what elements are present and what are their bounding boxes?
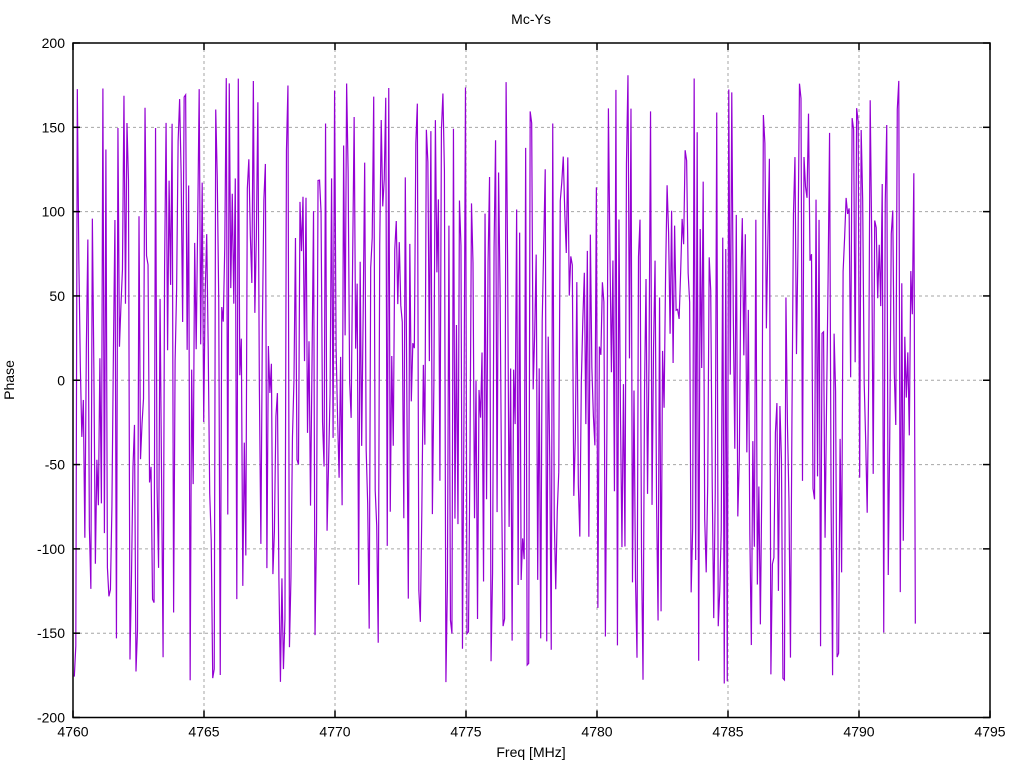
x-tick-label-4770: 4770 [319,724,350,740]
x-tick-label-4785: 4785 [712,724,743,740]
y-tick-label-200: 200 [42,35,66,51]
y-tick-label--200: -200 [37,710,65,726]
y-tick-label-0: 0 [57,372,65,388]
x-tick-label-4760: 4760 [57,724,88,740]
data-layer [73,75,916,684]
y-tick-label-50: 50 [49,288,65,304]
y-tick-label--150: -150 [37,625,65,641]
y-axis-label: Phase [1,360,17,400]
y-tick-label--100: -100 [37,541,65,557]
x-axis-label: Freq [MHz] [496,744,565,760]
x-tick-label-4780: 4780 [581,724,612,740]
y-tick-label--50: -50 [45,457,65,473]
x-tick-label-4765: 4765 [188,724,219,740]
y-tick-label-100: 100 [42,204,66,220]
chart-title: Mc-Ys [511,11,551,27]
x-tick-label-4795: 4795 [974,724,1005,740]
x-tick-label-4775: 4775 [450,724,481,740]
phase-series-line-0 [73,75,916,684]
y-tick-label-150: 150 [42,119,66,135]
x-tick-label-4790: 4790 [843,724,874,740]
axis-layer: 4760 4765 4770 4775 4780 4785 4790 4795 -200 -150… [37,35,1006,740]
